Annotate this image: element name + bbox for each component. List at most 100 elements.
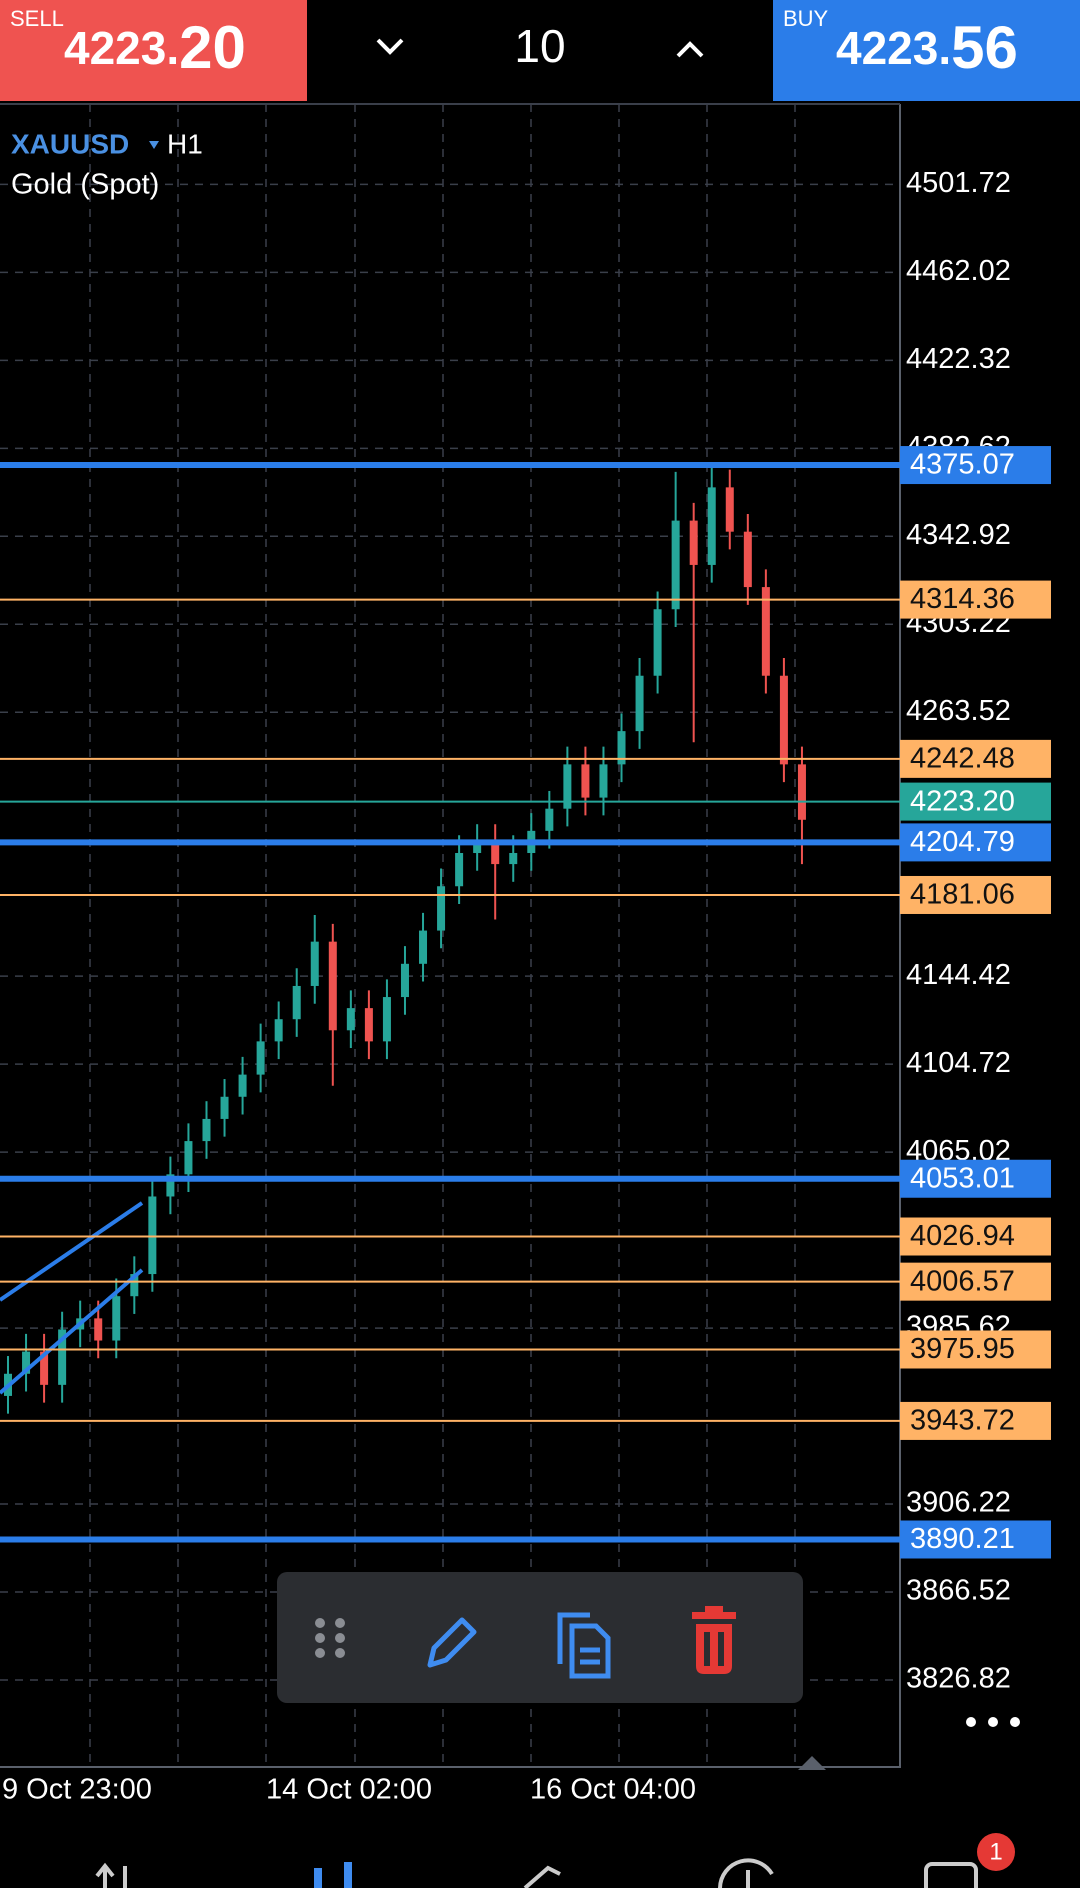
candle-body [256, 1041, 265, 1075]
volume[interactable]: 10 [514, 20, 565, 72]
nav-chart[interactable] [314, 1862, 352, 1888]
candle-body [491, 841, 500, 865]
candle-body [437, 886, 446, 931]
sell-price: 4223.20 [64, 14, 246, 81]
y-tick-label: 4501.72 [906, 167, 1011, 199]
volume-down[interactable] [376, 38, 404, 55]
sell-label: SELL [10, 6, 64, 31]
nav-quotes[interactable] [95, 1862, 127, 1888]
bottom-nav: 1 [95, 1833, 1015, 1888]
buy-label: BUY [783, 6, 829, 31]
timeframe: H1 [167, 128, 203, 159]
level-label: 4181.06 [910, 879, 1015, 911]
candle-body [473, 841, 482, 854]
price-levels: 4375.07 4314.36 4242.48 4223.20 4204.79 4181.… [0, 446, 1051, 1559]
level-label-box [900, 1330, 1051, 1369]
candle-body [58, 1329, 67, 1385]
x-tick-label: 14 Oct 02:00 [266, 1774, 432, 1806]
candle-body [112, 1296, 121, 1341]
description: Gold (Spot) [11, 169, 159, 201]
candle-body [166, 1174, 175, 1197]
level-label: 4053.01 [910, 1162, 1015, 1194]
trend-line[interactable] [0, 1268, 144, 1395]
y-tick-label: 4342.92 [906, 519, 1011, 551]
sell-button[interactable] [0, 0, 307, 101]
volume-up[interactable] [676, 41, 704, 58]
candle-body [725, 487, 734, 532]
candle-body [310, 941, 319, 986]
candle-body [184, 1141, 193, 1175]
drag-handle[interactable] [315, 1618, 345, 1658]
candle-body [635, 675, 644, 732]
candle-body [364, 1008, 373, 1042]
candle-body [202, 1118, 211, 1142]
candle-body [455, 853, 464, 887]
buy-price-frac: 56 [951, 14, 1018, 81]
level-label: 4006.57 [910, 1265, 1015, 1297]
nav-trade[interactable] [523, 1865, 561, 1888]
y-tick-label: 3866.52 [906, 1575, 1011, 1607]
scroll-marker [798, 1756, 826, 1770]
level-label: 4242.48 [910, 743, 1015, 775]
candle-body [707, 487, 716, 565]
vertical-grid [89, 104, 796, 1766]
candle-body [797, 764, 806, 820]
edit-icon[interactable] [427, 1617, 477, 1668]
candle-body [40, 1351, 49, 1385]
y-tick-label: 4422.32 [906, 343, 1011, 375]
level-label-box [900, 782, 1051, 821]
nav-messages[interactable] [924, 1862, 978, 1888]
buy-price: 4223.56 [836, 14, 1018, 81]
y-tick-label: 4462.02 [906, 255, 1011, 287]
y-tick-label: 4144.42 [906, 959, 1011, 991]
candle-body [292, 985, 301, 1020]
level-label-box [900, 875, 1051, 914]
candle-body [617, 731, 626, 765]
candle-body [779, 675, 788, 765]
sell-price-main: 4223. [64, 22, 179, 74]
candle-body [509, 853, 518, 865]
candle-body [22, 1351, 31, 1374]
candle-body [382, 997, 391, 1042]
candle-body [274, 1019, 283, 1042]
object-toolbar [277, 1572, 803, 1703]
candle-body [346, 1008, 355, 1031]
more-menu[interactable] [966, 1717, 1020, 1727]
level-label-box [900, 1520, 1051, 1559]
level-label-box [900, 739, 1051, 778]
level-label-box [900, 1262, 1051, 1301]
trend-line[interactable] [0, 1201, 144, 1302]
symbol[interactable]: XAUUSD [11, 128, 129, 159]
y-tick-label: 4104.72 [906, 1047, 1011, 1079]
level-label: 4204.79 [910, 826, 1015, 858]
level-label-box [900, 446, 1051, 485]
badge-count: 1 [989, 1838, 1002, 1865]
level-label: 4375.07 [910, 449, 1015, 481]
delete-icon[interactable] [692, 1606, 736, 1674]
level-label-box [900, 1217, 1051, 1256]
candle-body [671, 520, 680, 610]
candle-body [761, 587, 770, 676]
buy-price-main: 4223. [836, 22, 951, 74]
candle-body [743, 531, 752, 588]
copy-icon[interactable] [557, 1612, 611, 1679]
candle-body [148, 1196, 157, 1275]
sell-price-frac: 20 [179, 14, 246, 81]
level-label: 3943.72 [910, 1405, 1015, 1437]
level-label: 4026.94 [910, 1220, 1015, 1252]
level-label-box [900, 1159, 1051, 1198]
level-label-box [900, 1401, 1051, 1440]
candle-body [419, 930, 428, 964]
candle-body [599, 764, 608, 798]
candle-body [238, 1074, 247, 1097]
symbol-dropdown[interactable] [149, 141, 159, 149]
y-tick-label: 3906.22 [906, 1487, 1011, 1519]
level-label: 3975.95 [910, 1333, 1015, 1365]
candle-body [400, 963, 409, 998]
nav-history[interactable] [718, 1858, 774, 1888]
candle-body [563, 764, 572, 809]
buy-button[interactable] [773, 0, 1080, 101]
y-tick-label: 3826.82 [906, 1663, 1011, 1695]
